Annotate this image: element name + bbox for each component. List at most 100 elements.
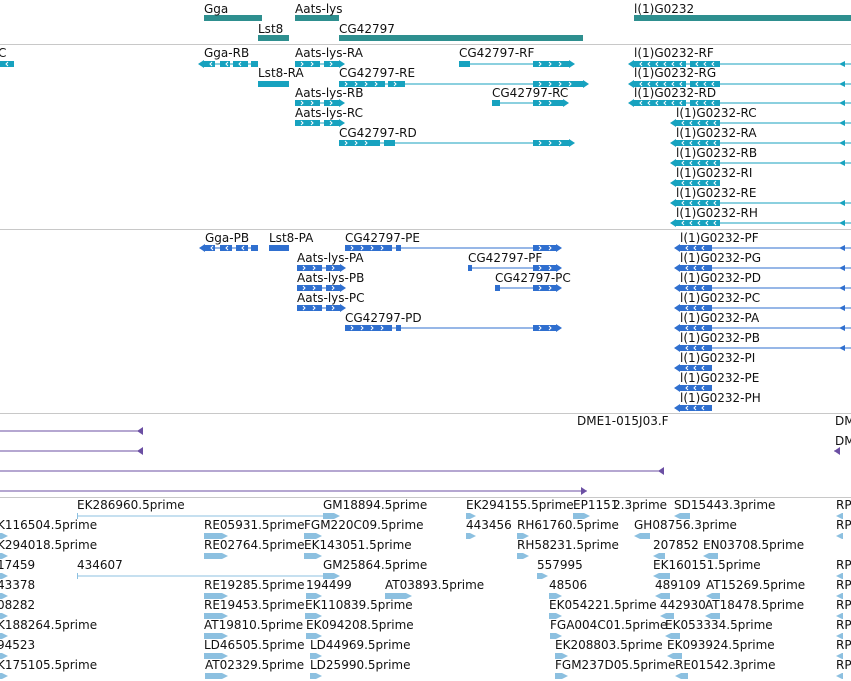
protein-feature-label[interactable]: l(1)G0232-PC: [680, 291, 761, 305]
protein-feature-glyph[interactable]: [468, 264, 562, 272]
transcript-feature-label[interactable]: l(1)G0232-RH: [676, 206, 758, 220]
protein-feature-label[interactable]: Aats-lys-PC: [297, 291, 365, 305]
est-feature-glyph[interactable]: [517, 553, 529, 559]
protein-feature-label[interactable]: CG42797-PC: [495, 271, 571, 285]
gene-feature-label[interactable]: Lst8: [258, 22, 284, 36]
est-feature-glyph[interactable]: [836, 533, 843, 539]
est-feature-label[interactable]: 08282: [0, 598, 36, 612]
est-feature-label[interactable]: 557995: [537, 558, 583, 572]
transcript-feature-label[interactable]: CG42797-RD: [339, 126, 417, 140]
est-feature-label[interactable]: 94523: [0, 638, 36, 652]
est-feature-label[interactable]: RP: [836, 658, 851, 672]
protein-feature-glyph[interactable]: [674, 344, 851, 352]
protein-feature-glyph[interactable]: [674, 324, 851, 332]
est-feature-label[interactable]: RP: [836, 598, 851, 612]
transcript-feature-label[interactable]: l(1)G0232-RG: [634, 66, 717, 80]
est-feature-glyph[interactable]: [836, 653, 843, 659]
protein-feature-glyph[interactable]: [297, 264, 346, 272]
protein-feature-label[interactable]: CG42797-PD: [345, 311, 422, 325]
est-feature-label[interactable]: K175105.5prime: [0, 658, 98, 672]
protein-feature-glyph[interactable]: [674, 264, 851, 272]
protein-feature-label[interactable]: l(1)G0232-PF: [680, 231, 759, 245]
est-feature-glyph[interactable]: [549, 613, 562, 619]
est-feature-glyph[interactable]: [634, 533, 650, 539]
protein-feature-glyph[interactable]: [297, 304, 346, 312]
est-feature-label[interactable]: GM18894.5prime: [323, 498, 428, 512]
est-feature-label[interactable]: 443456: [466, 518, 512, 532]
transcript-feature-glyph[interactable]: [670, 119, 851, 127]
est-feature-glyph[interactable]: [310, 653, 322, 659]
est-feature-label[interactable]: EK160151.5prime: [653, 558, 761, 572]
est-feature-glyph[interactable]: [705, 613, 720, 619]
est-feature-glyph[interactable]: [204, 593, 228, 599]
est-feature-glyph[interactable]: [836, 673, 843, 679]
transcript-feature-glyph[interactable]: [198, 60, 258, 68]
transcript-feature-glyph[interactable]: [339, 139, 575, 147]
gene-feature-label[interactable]: CG42797: [339, 22, 395, 36]
clone-feature-label[interactable]: DME1-015J03.F: [577, 414, 669, 428]
protein-feature-label[interactable]: Aats-lys-PB: [297, 271, 365, 285]
est-feature-label[interactable]: RP: [836, 638, 851, 652]
est-feature-label[interactable]: 489109: [655, 578, 701, 592]
est-feature-glyph[interactable]: [0, 533, 8, 539]
protein-feature-label[interactable]: l(1)G0232-PD: [680, 271, 761, 285]
transcript-feature-glyph[interactable]: [670, 219, 851, 227]
est-feature-label[interactable]: AT15269.5prime: [706, 578, 806, 592]
est-feature-glyph[interactable]: [0, 673, 8, 679]
protein-feature-label[interactable]: l(1)G0232-PE: [680, 371, 760, 385]
transcript-feature-label[interactable]: CG42797-RF: [459, 46, 535, 60]
est-feature-glyph[interactable]: [304, 533, 322, 539]
protein-feature-glyph[interactable]: [345, 244, 562, 252]
gene-feature-glyph[interactable]: [339, 35, 583, 41]
est-feature-glyph[interactable]: [537, 573, 548, 579]
est-feature-label[interactable]: EK208803.5prime: [555, 638, 663, 652]
clone-feature-label[interactable]: DM: [835, 434, 851, 448]
est-feature-label[interactable]: RH61760.5prime: [517, 518, 619, 532]
protein-feature-glyph[interactable]: [674, 384, 712, 392]
gene-feature-glyph[interactable]: [634, 15, 851, 21]
est-feature-label[interactable]: 442930: [660, 598, 706, 612]
est-feature-glyph[interactable]: [306, 593, 322, 599]
transcript-feature-glyph[interactable]: [628, 99, 851, 107]
est-feature-label[interactable]: FGM220C09.5prime: [304, 518, 424, 532]
est-feature-glyph[interactable]: [653, 573, 670, 579]
est-feature-glyph[interactable]: [667, 653, 682, 659]
est-feature-label[interactable]: AT03893.5prime: [385, 578, 485, 592]
est-feature-glyph[interactable]: [0, 613, 8, 619]
transcript-feature-glyph[interactable]: [628, 80, 851, 88]
transcript-feature-label[interactable]: Aats-lys-RA: [295, 46, 363, 60]
transcript-feature-glyph[interactable]: [339, 80, 589, 88]
est-feature-label[interactable]: RE02764.5prime: [204, 538, 305, 552]
est-feature-label[interactable]: AT19810.5prime: [204, 618, 304, 632]
est-feature-label[interactable]: EN03708.5prime: [703, 538, 805, 552]
est-feature-glyph[interactable]: [205, 673, 228, 679]
est-feature-label[interactable]: SD15443.3prime: [674, 498, 776, 512]
transcript-feature-glyph[interactable]: [670, 199, 851, 207]
protein-feature-label[interactable]: l(1)G0232-PG: [680, 251, 762, 265]
est-feature-label[interactable]: AT02329.5prime: [205, 658, 305, 672]
protein-feature-glyph[interactable]: [199, 244, 258, 252]
gene-feature-label[interactable]: Aats-lys: [295, 2, 343, 16]
est-feature-label[interactable]: 43378: [0, 578, 36, 592]
est-feature-label[interactable]: EP1151: [573, 498, 619, 512]
est-feature-label[interactable]: LD44969.5prime: [310, 638, 411, 652]
est-feature-glyph[interactable]: [660, 613, 674, 619]
est-feature-glyph[interactable]: [0, 553, 8, 559]
clone-feature-glyph[interactable]: [0, 427, 143, 435]
est-feature-glyph[interactable]: [305, 613, 322, 619]
est-feature-label[interactable]: FGA004C01.5prime: [550, 618, 668, 632]
est-feature-label[interactable]: 17459: [0, 558, 36, 572]
clone-feature-glyph[interactable]: [0, 467, 664, 475]
transcript-feature-label[interactable]: l(1)G0232-RI: [676, 166, 753, 180]
transcript-feature-glyph[interactable]: [295, 119, 345, 127]
est-feature-glyph[interactable]: [836, 593, 843, 599]
est-feature-glyph[interactable]: [555, 673, 568, 679]
est-feature-label[interactable]: 48506: [549, 578, 588, 592]
transcript-feature-glyph[interactable]: [670, 139, 851, 147]
est-feature-glyph[interactable]: [0, 653, 8, 659]
transcript-feature-label[interactable]: Aats-lys-RB: [295, 86, 364, 100]
protein-feature-glyph[interactable]: [297, 284, 346, 292]
est-feature-label[interactable]: GM25864.5prime: [323, 558, 428, 572]
protein-feature-label[interactable]: l(1)G0232-PH: [680, 391, 761, 405]
est-feature-label[interactable]: RP: [836, 518, 851, 532]
